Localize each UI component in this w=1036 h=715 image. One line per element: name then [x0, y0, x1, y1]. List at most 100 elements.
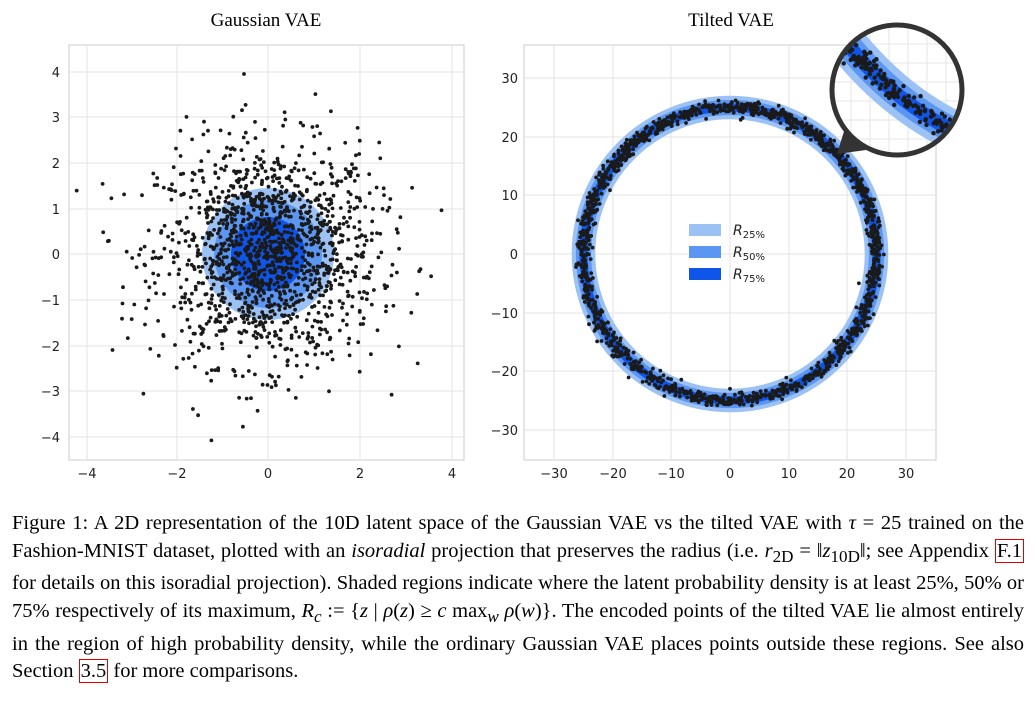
inset-point — [917, 119, 923, 125]
gaussian-point — [269, 294, 274, 298]
gaussian-point — [388, 197, 393, 201]
tilted-point — [604, 336, 609, 341]
tilted-point — [587, 211, 592, 216]
gaussian-point — [299, 375, 304, 379]
gaussian-vae-panel: Gaussian VAE −4 −2 0 2 4 4 3 2 1 0 −1 −2… — [41, 10, 465, 482]
gaussian-point — [297, 335, 302, 339]
tilted-point — [877, 283, 882, 288]
gaussian-point — [307, 219, 312, 224]
gaussian-point — [317, 281, 322, 285]
gaussian-point — [370, 231, 374, 236]
gaussian-point — [273, 330, 277, 334]
gaussian-point — [235, 196, 240, 201]
tilted-point — [871, 284, 876, 289]
tilted-point — [649, 373, 654, 378]
gaussian-point — [299, 268, 304, 273]
gaussian-point — [343, 140, 348, 145]
gaussian-point — [260, 166, 265, 170]
tilted-point — [870, 218, 875, 223]
gaussian-point — [315, 342, 319, 347]
gaussian-point — [302, 249, 307, 254]
gaussian-point — [268, 246, 273, 251]
gaussian-point — [341, 270, 346, 275]
tilted-point — [583, 241, 587, 246]
tilted-point — [728, 386, 732, 391]
tilted-point — [740, 392, 745, 397]
gaussian-point — [339, 179, 344, 184]
gaussian-point — [312, 171, 317, 176]
gaussian-point — [305, 175, 310, 180]
appendix-link[interactable]: F.1 — [994, 538, 1024, 563]
tilted-point — [816, 372, 820, 377]
gaussian-point — [374, 185, 379, 190]
x-tick-label: 2 — [356, 467, 364, 482]
gaussian-point — [221, 287, 225, 292]
gaussian-point — [227, 201, 231, 206]
gaussian-point — [195, 244, 199, 248]
inset-point — [878, 68, 883, 73]
gaussian-point — [206, 345, 211, 350]
gaussian-point — [269, 167, 274, 171]
inset-point — [864, 52, 869, 57]
section-link[interactable]: 3.5 — [78, 659, 109, 684]
gaussian-point — [260, 382, 265, 387]
gaussian-point — [306, 331, 311, 335]
gaussian-point — [378, 156, 383, 161]
gaussian-point — [217, 252, 222, 256]
gaussian-point — [320, 206, 324, 210]
gaussian-point — [264, 212, 269, 217]
tilted-point — [593, 189, 598, 194]
tilted-point — [666, 376, 670, 381]
tilted-point — [797, 121, 801, 125]
tilted-point — [752, 110, 756, 115]
gaussian-point — [222, 168, 227, 173]
gaussian-point — [345, 270, 350, 275]
tilted-point — [876, 219, 880, 224]
gaussian-point — [221, 221, 226, 226]
gaussian-point — [270, 201, 275, 206]
gaussian-point — [240, 374, 245, 379]
gaussian-point — [230, 261, 235, 266]
gaussian-point — [270, 198, 275, 203]
tilted-point — [827, 364, 832, 369]
gaussian-point — [200, 330, 205, 335]
tilted-point — [590, 245, 595, 250]
gaussian-point — [152, 281, 157, 285]
tilted-point — [718, 400, 722, 405]
tilted-point — [804, 126, 809, 131]
tilted-point — [778, 382, 783, 387]
gaussian-point — [358, 198, 363, 203]
gaussian-point — [249, 273, 254, 278]
gaussian-point — [297, 153, 302, 158]
magnifier-ring — [829, 22, 965, 158]
tilted-point — [810, 376, 815, 381]
tilted-point — [872, 276, 876, 280]
inset-point — [917, 111, 923, 117]
tilted-point — [631, 350, 636, 355]
y-tick-label: −1 — [41, 294, 60, 309]
gaussian-point — [174, 146, 178, 151]
gaussian-point — [187, 244, 192, 248]
tilted-point — [619, 163, 624, 168]
gaussian-point — [310, 236, 314, 241]
y-tick-label: −10 — [491, 307, 518, 322]
gaussian-point — [335, 258, 339, 263]
gaussian-point — [278, 243, 283, 248]
tilted-point — [612, 161, 617, 166]
gaussian-point — [216, 231, 220, 236]
gaussian-point — [120, 316, 124, 321]
gaussian-point — [238, 169, 243, 174]
tilted-point — [669, 377, 673, 382]
tilted-point — [626, 375, 631, 380]
tilted-point — [678, 394, 682, 399]
tilted-point — [871, 290, 876, 294]
tilted-point — [819, 374, 824, 379]
gaussian-point — [357, 220, 362, 224]
gaussian-point — [280, 184, 284, 189]
tilted-point — [789, 124, 793, 128]
tilted-point — [594, 175, 598, 180]
inset-point — [933, 118, 938, 124]
gaussian-point — [260, 232, 264, 237]
gaussian-point — [184, 215, 189, 220]
gaussian-point — [277, 296, 282, 300]
